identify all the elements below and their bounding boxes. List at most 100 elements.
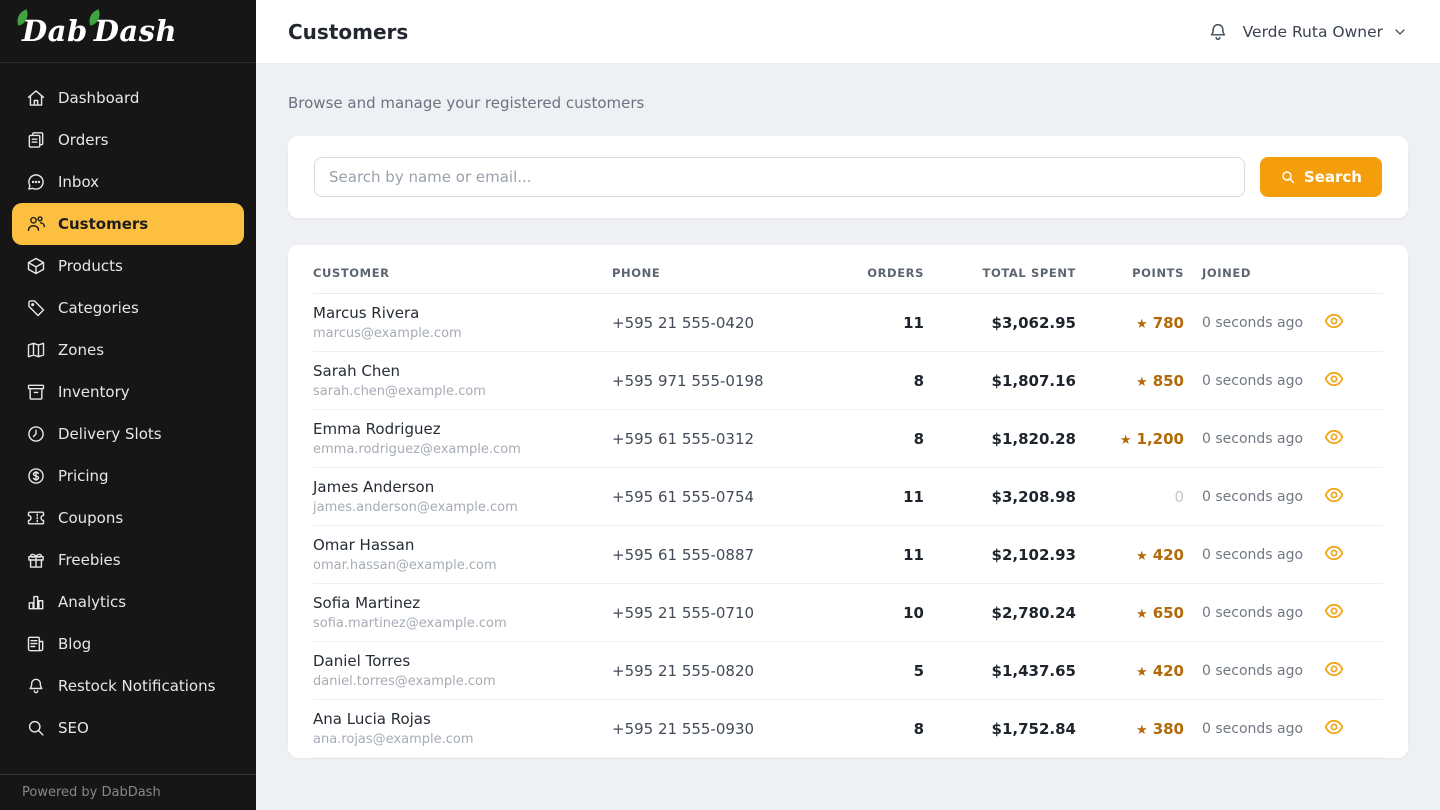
orders-count: 10 <box>861 583 924 642</box>
points-value: 1,200 <box>1136 429 1184 448</box>
customer-email: daniel.torres@example.com <box>313 674 496 689</box>
search-card: Search <box>288 136 1408 218</box>
star-icon: ★ <box>1136 606 1148 622</box>
total-spent: $3,208.98 <box>924 467 1076 526</box>
points-cell: ★ 780 <box>1076 293 1184 352</box>
sidebar-item-label: SEO <box>58 719 89 737</box>
sidebar-item-label: Pricing <box>58 467 109 485</box>
points-value: 850 <box>1152 371 1184 390</box>
orders-count: 11 <box>861 467 924 526</box>
points-cell: ★ 850 <box>1076 351 1184 410</box>
column-header-orders: Orders <box>861 251 924 294</box>
search-input[interactable] <box>314 157 1245 197</box>
sidebar-item-label: Customers <box>58 215 149 233</box>
orders-count: 8 <box>861 351 924 410</box>
customer-name: Sarah Chen <box>313 362 401 380</box>
chat-bubble-icon <box>26 172 46 192</box>
sidebar-item-inbox[interactable]: Inbox <box>12 161 244 203</box>
sidebar-item-pricing[interactable]: Pricing <box>12 455 244 497</box>
page-subtitle: Browse and manage your registered custom… <box>288 94 645 112</box>
view-customer-button[interactable] <box>1324 369 1344 389</box>
magnifier-icon <box>26 718 46 738</box>
customer-phone: +595 61 555-0754 <box>612 467 861 526</box>
view-customer-button[interactable] <box>1324 543 1344 563</box>
customer-name: Ana Lucia Rojas <box>313 710 431 728</box>
sidebar-item-label: Orders <box>58 131 109 149</box>
points-value: 650 <box>1152 603 1184 622</box>
star-icon: ★ <box>1136 548 1148 564</box>
view-customer-button[interactable] <box>1324 601 1344 621</box>
sidebar-item-inventory[interactable]: Inventory <box>12 371 244 413</box>
star-icon: ★ <box>1136 722 1148 738</box>
sidebar-item-customers[interactable]: Customers <box>12 203 244 245</box>
points-value: 420 <box>1152 661 1184 680</box>
sidebar-item-dashboard[interactable]: Dashboard <box>12 77 244 119</box>
sidebar-item-products[interactable]: Products <box>12 245 244 287</box>
sidebar-item-seo[interactable]: SEO <box>12 707 244 749</box>
sidebar-footer: Powered by DabDash <box>0 774 256 810</box>
customer-name: Marcus Rivera <box>313 304 420 322</box>
total-spent: $2,102.93 <box>924 525 1076 584</box>
sidebar-item-categories[interactable]: Categories <box>12 287 244 329</box>
leaf-icon <box>17 9 28 26</box>
customer-phone: +595 61 555-0887 <box>612 525 861 584</box>
sidebar-item-label: Restock Notifications <box>58 677 216 695</box>
sidebar-item-analytics[interactable]: Analytics <box>12 581 244 623</box>
view-customer-button[interactable] <box>1324 659 1344 679</box>
dollar-circle-icon <box>26 466 46 486</box>
sidebar-item-label: Categories <box>58 299 139 317</box>
customer-name: Omar Hassan <box>313 536 415 554</box>
view-customer-button[interactable] <box>1324 427 1344 447</box>
customer-email: sarah.chen@example.com <box>313 384 486 399</box>
brand-logo[interactable]: Dab Dash <box>17 9 177 48</box>
sidebar-item-orders[interactable]: Orders <box>12 119 244 161</box>
main-area: Customers Verde Ruta Owner Browse and ma… <box>256 0 1440 810</box>
cube-icon <box>26 256 46 276</box>
user-menu[interactable]: Verde Ruta Owner <box>1243 23 1408 41</box>
sidebar-item-label: Blog <box>58 635 92 653</box>
sidebar-item-delivery-slots[interactable]: Delivery Slots <box>12 413 244 455</box>
points-value: 780 <box>1152 313 1184 332</box>
star-icon: ★ <box>1136 664 1148 680</box>
table-row: Ana Lucia Rojas ana.rojas@example.com +59… <box>313 699 1383 758</box>
orders-count: 11 <box>861 525 924 584</box>
sidebar-item-label: Inbox <box>58 173 100 191</box>
clock-icon <box>26 424 46 444</box>
customer-phone: +595 21 555-0420 <box>612 293 861 352</box>
tag-icon <box>26 298 46 318</box>
total-spent: $1,807.16 <box>924 351 1076 410</box>
view-customer-button[interactable] <box>1324 485 1344 505</box>
table-row: Sofia Martinez sofia.martinez@example.com… <box>313 583 1383 642</box>
points-value: 420 <box>1152 545 1184 564</box>
search-button[interactable]: Search <box>1259 157 1382 197</box>
user-area: Verde Ruta Owner <box>1207 21 1408 43</box>
total-spent: $1,820.28 <box>924 409 1076 468</box>
view-customer-button[interactable] <box>1324 717 1344 737</box>
customer-email: sofia.martinez@example.com <box>313 616 507 631</box>
star-icon: ★ <box>1136 316 1148 332</box>
sidebar-item-label: Delivery Slots <box>58 425 162 443</box>
sidebar-item-zones[interactable]: Zones <box>12 329 244 371</box>
column-header-points: Points <box>1076 251 1184 294</box>
sidebar-item-blog[interactable]: Blog <box>12 623 244 665</box>
sidebar-item-coupons[interactable]: Coupons <box>12 497 244 539</box>
logo-area: Dab Dash <box>0 0 256 63</box>
powered-by-text: Powered by DabDash <box>22 785 161 800</box>
customers-table: Customer Phone Orders Total Spent Points… <box>313 251 1383 758</box>
customer-email: marcus@example.com <box>313 326 462 341</box>
points-cell: 0 <box>1076 467 1184 526</box>
points-cell: ★ 380 <box>1076 699 1184 758</box>
sidebar-item-restock-notifications[interactable]: Restock Notifications <box>12 665 244 707</box>
notifications-bell-icon[interactable] <box>1207 21 1229 43</box>
customer-name: James Anderson <box>313 478 435 496</box>
customer-name: Sofia Martinez <box>313 594 421 612</box>
customer-email: ana.rojas@example.com <box>313 732 474 747</box>
view-customer-button[interactable] <box>1324 311 1344 331</box>
orders-count: 5 <box>861 641 924 700</box>
column-header-total-spent: Total Spent <box>924 251 1076 294</box>
topbar: Customers Verde Ruta Owner <box>256 0 1440 64</box>
sidebar-item-freebies[interactable]: Freebies <box>12 539 244 581</box>
customer-email: omar.hassan@example.com <box>313 558 497 573</box>
newspaper-icon <box>26 634 46 654</box>
joined-time: 0 seconds ago <box>1184 351 1324 410</box>
